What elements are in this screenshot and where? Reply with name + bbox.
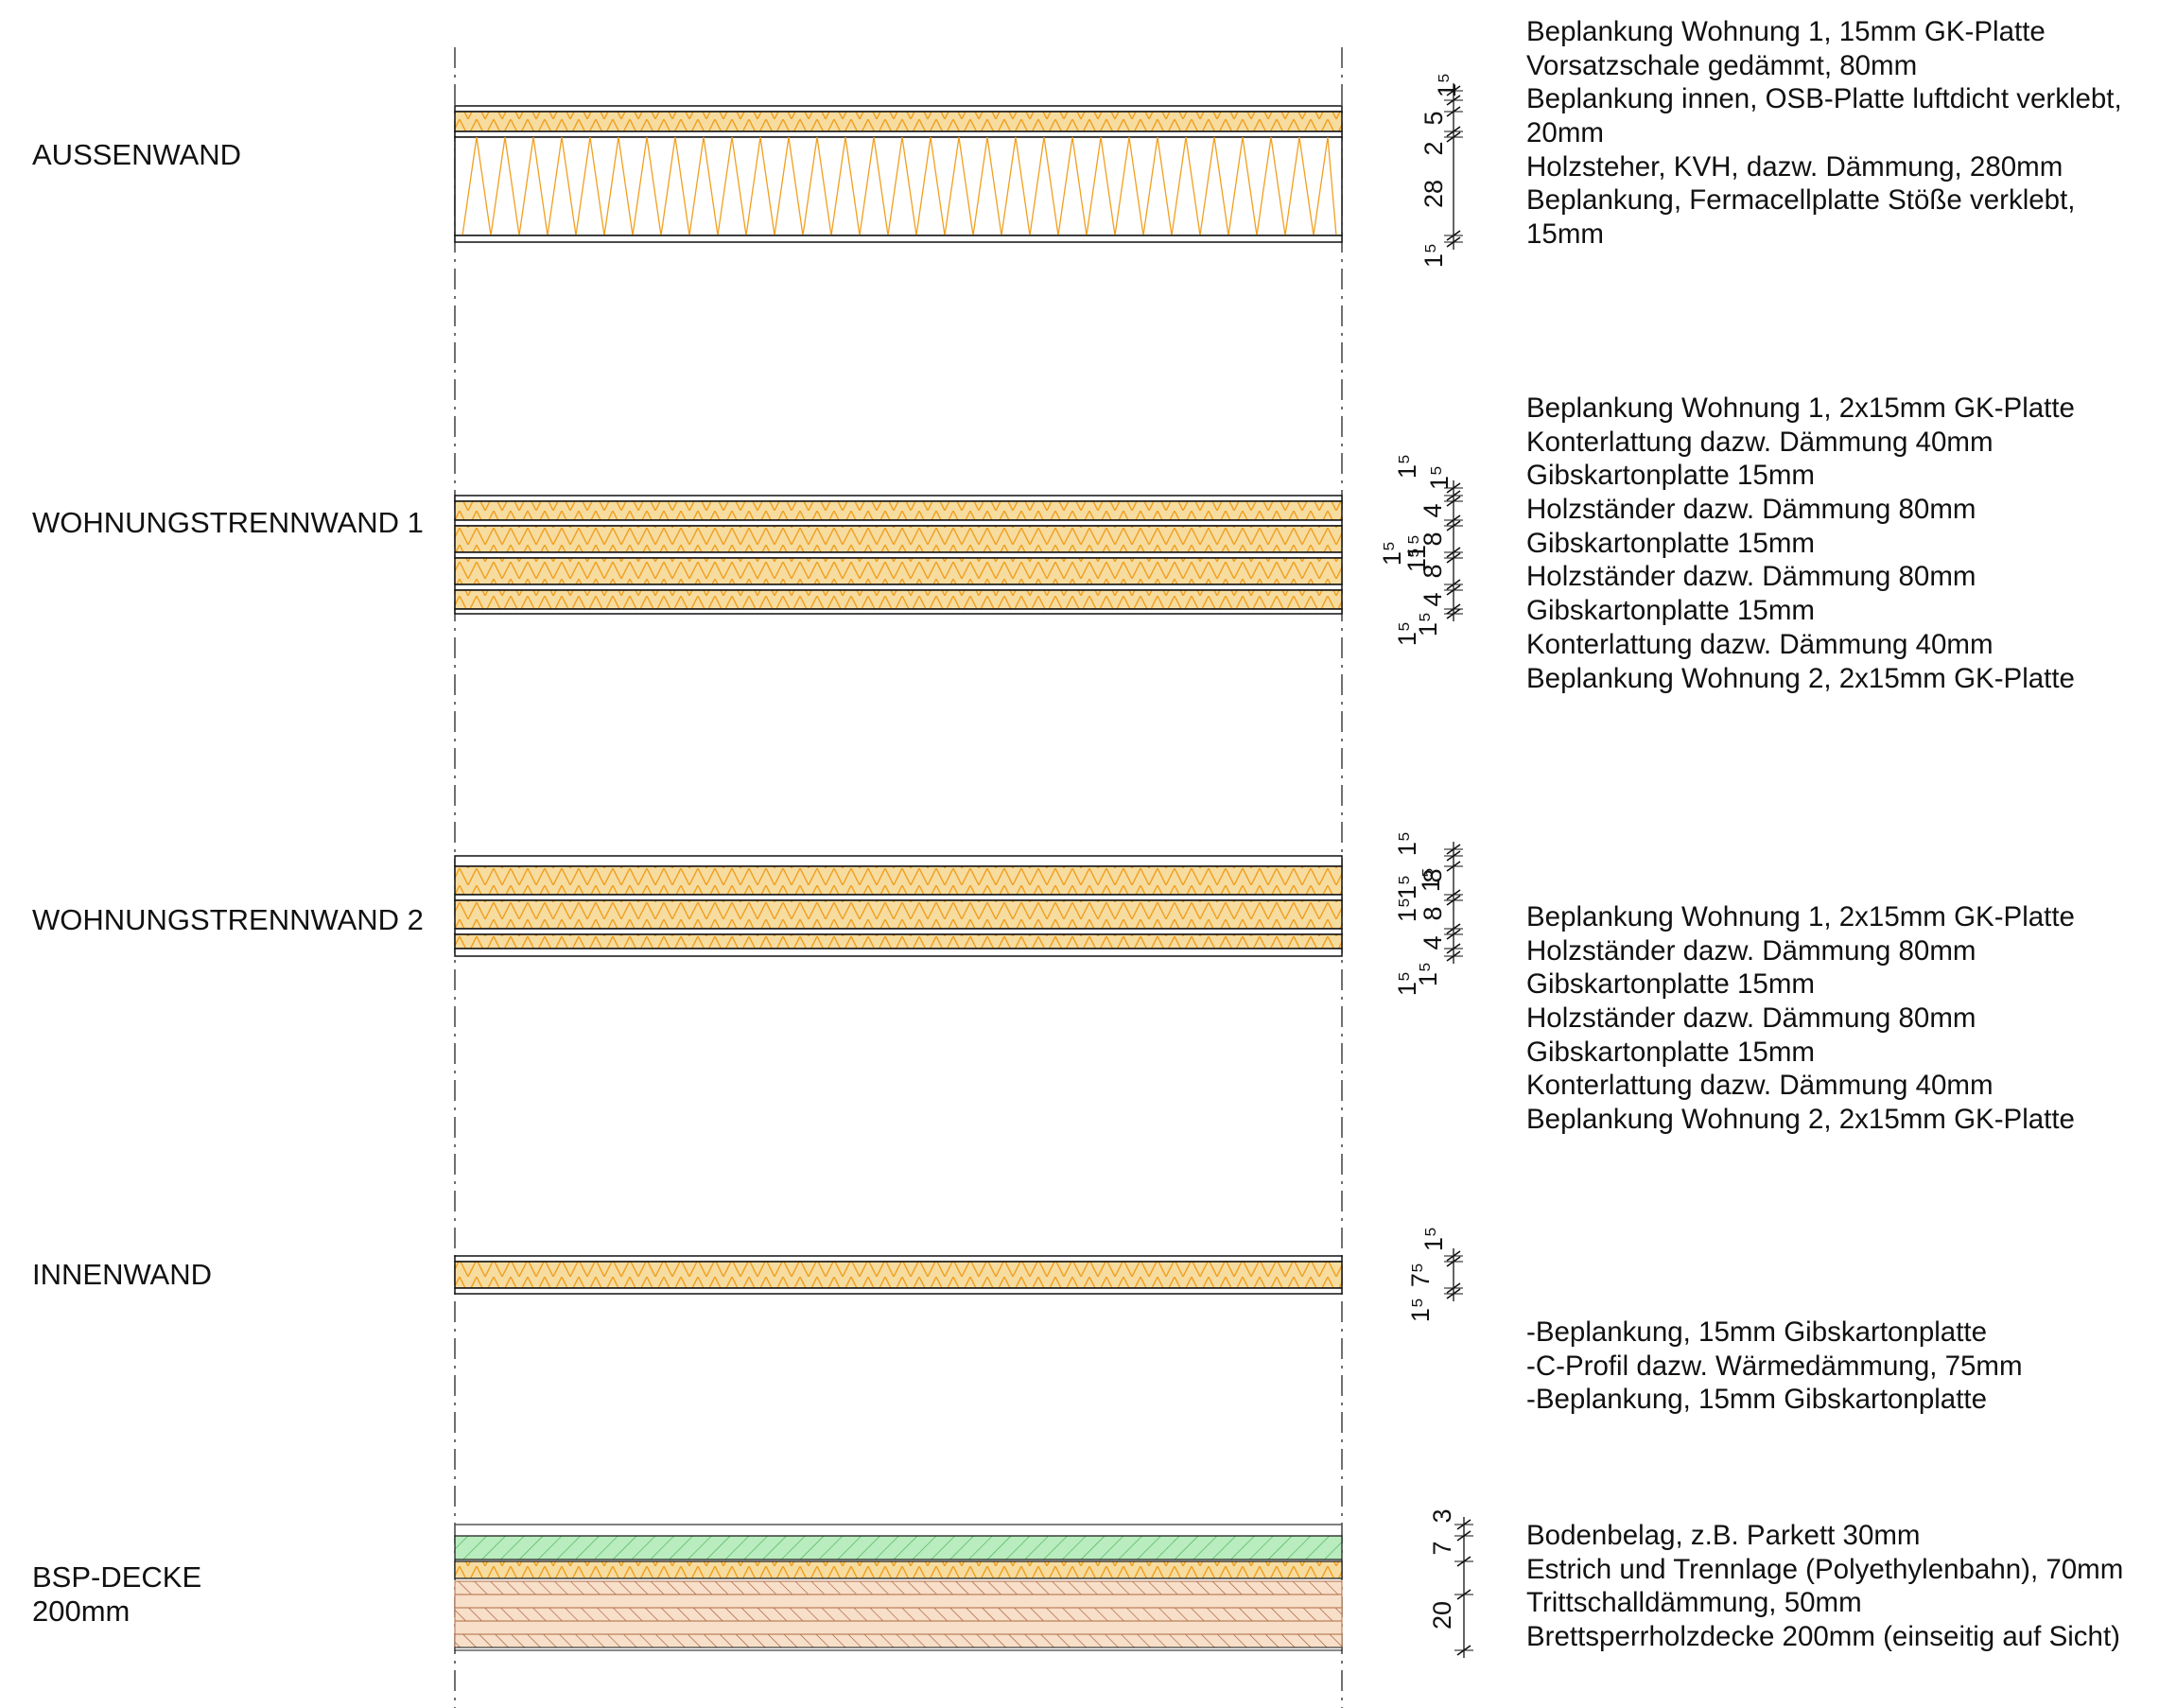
description-line: -Beplankung, 15mm Gibskartonplatte (1526, 1384, 1988, 1416)
description-line: Beplankung Wohnung 1, 2x15mm GK-Platte (1526, 392, 2075, 424)
section-title: AUSSENWAND (32, 138, 242, 171)
description-bsp-decke: Bodenbelag, z.B. Parkett 30mm Estrich und… (1526, 1519, 2123, 1654)
dimension-label: 2 (1419, 141, 1448, 155)
dimension-label: 8 (1419, 532, 1447, 546)
description-line: Beplankung Wohnung 1, 15mm GK-Platte (1526, 16, 2046, 47)
dimension-label: 5 (1419, 111, 1448, 125)
description-line: Konterlattung dazw. Dämmung 40mm (1526, 628, 1994, 660)
dimension-label: 1⁵ (1414, 962, 1442, 986)
dimension-label: 7⁵ (1406, 1263, 1435, 1287)
dimension-label: 7 (1428, 1541, 1456, 1555)
section-title: WOHNUNGSTRENNWAND 1 (32, 506, 424, 539)
description-wohnungstrennwand-1: Beplankung Wohnung 1, 2x15mm GK-Platte Ko… (1526, 392, 2075, 695)
section-wohnungstrennwand-2 (454, 855, 1343, 957)
section-aussenwand (454, 105, 1343, 243)
dimension-label: 20 (1428, 1601, 1456, 1630)
description-line: Beplankung Wohnung 2, 2x15mm GK-Platte (1526, 662, 2075, 694)
description-line: Konterlattung dazw. Dämmung 40mm (1526, 426, 1994, 458)
dimension-label: 1⁵ (1393, 875, 1421, 899)
label-wohnungstrennwand-2: WOHNUNGSTRENNWAND 2 (32, 903, 424, 937)
section-innenwand (454, 1255, 1343, 1295)
description-line: Gibskartonplatte 15mm (1526, 968, 1815, 1001)
dimension-label: 1⁵ (1433, 73, 1461, 97)
section-bsp-decke (454, 1524, 1343, 1651)
description-line: Trittschalldämmung, 50mm (1526, 1587, 1862, 1619)
label-bsp-decke: BSP-DECKE 200mm (32, 1560, 201, 1629)
description-line: Beplankung Wohnung 2, 2x15mm GK-Platte (1526, 1104, 2075, 1136)
dimension-label: 1⁵ (1402, 548, 1431, 572)
dimension-label: 8 (1419, 564, 1447, 578)
description-line: Beplankung innen, OSB-Platte luftdicht v… (1526, 83, 2122, 115)
section-wohnungstrennwand-1 (454, 495, 1343, 615)
dimension-label: 1⁵ (1419, 1227, 1448, 1251)
dimension-label: 4 (1419, 503, 1447, 517)
description-line: Holzständer dazw. Dämmung 80mm (1526, 934, 1976, 967)
dimension-label: 1⁵ (1393, 831, 1421, 856)
dimension-label: 1⁵ (1414, 612, 1442, 636)
description-line: Holzständer dazw. Dämmung 80mm (1526, 561, 1976, 593)
dimension-label: 1⁵ (1393, 898, 1421, 922)
dimension-label: 1⁵ (1402, 534, 1431, 559)
dimension-label: 1⁵ (1393, 621, 1421, 646)
description-line: Gibskartonplatte 15mm (1526, 595, 1815, 627)
description-line: 15mm (1526, 218, 1604, 251)
description-line: Gibskartonplatte 15mm (1526, 1036, 1815, 1068)
dimension-label: 28 (1419, 180, 1448, 208)
description-line: Vorsatzschale gedämmt, 80mm (1526, 49, 1918, 81)
description-line: Bodenbelag, z.B. Parkett 30mm (1526, 1520, 1921, 1551)
description-line: Beplankung, Fermacellplatte Stöße verkle… (1526, 184, 2076, 217)
dimension-chain-aussenwand: 1⁵ 5 2 28 1⁵ (1419, 73, 1463, 268)
description-line: Gibskartonplatte 15mm (1526, 460, 1815, 492)
description-line: Estrich und Trennlage (Polyethylenbahn),… (1526, 1553, 2124, 1585)
description-line: Gibskartonplatte 15mm (1526, 527, 1815, 559)
description-line: Holzsteher, KVH, dazw. Dämmung, 280mm (1526, 150, 2063, 183)
dimension-label: 1⁵ (1419, 243, 1448, 268)
description-line: Beplankung Wohnung 1, 2x15mm GK-Platte (1526, 901, 2075, 932)
section-title: BSP-DECKE (32, 1560, 202, 1594)
dimension-label: 4 (1419, 592, 1447, 606)
dimension-label: 3 (1428, 1508, 1456, 1523)
description-innenwand: -Beplankung, 15mm Gibskartonplatte -C-Pro… (1526, 1316, 2023, 1417)
description-line: 20mm (1526, 117, 1604, 149)
dimension-chain-innenwand: 1⁵ 7⁵ 1⁵ (1406, 1227, 1463, 1322)
description-line: -C-Profil dazw. Wärmedämmung, 75mm (1526, 1350, 2023, 1382)
description-line: Brettsperrholzdecke 200mm (einseitig auf… (1526, 1621, 2120, 1653)
dimension-label: 8 (1419, 906, 1447, 920)
dimension-label: 4 (1419, 935, 1447, 950)
dimension-label: 1⁵ (1406, 1298, 1435, 1322)
description-line: -Beplankung, 15mm Gibskartonplatte (1526, 1316, 1988, 1348)
label-innenwand: INNENWAND (32, 1258, 212, 1292)
description-line: Konterlattung dazw. Dämmung 40mm (1526, 1070, 1994, 1102)
description-line: Holzständer dazw. Dämmung 80mm (1526, 494, 1976, 526)
description-line: Holzständer dazw. Dämmung 80mm (1526, 1002, 1976, 1035)
label-wohnungstrennwand-1: WOHNUNGSTRENNWAND 1 (32, 506, 424, 540)
dimension-label: 1⁵ (1378, 541, 1406, 566)
dimension-label: 8 (1419, 868, 1447, 882)
description-aussenwand: Beplankung Wohnung 1, 15mm GK-Platte Vors… (1526, 15, 2122, 252)
label-aussenwand: AUSSENWAND (32, 138, 241, 172)
section-title: WOHNUNGSTRENNWAND 2 (32, 903, 424, 936)
dimension-chain-bsp-decke: 3 7 20 (1428, 1508, 1473, 1658)
dimension-label: 1⁵ (1417, 867, 1445, 892)
section-title: INNENWAND (32, 1258, 213, 1291)
dimension-label: 1⁵ (1393, 454, 1421, 479)
dimension-label: 1⁵ (1393, 971, 1421, 996)
section-subtitle: 200mm (32, 1595, 131, 1628)
dimension-label: 1⁵ (1425, 465, 1454, 490)
description-wohnungstrennwand-2: Beplankung Wohnung 1, 2x15mm GK-Platte Ho… (1526, 900, 2075, 1137)
